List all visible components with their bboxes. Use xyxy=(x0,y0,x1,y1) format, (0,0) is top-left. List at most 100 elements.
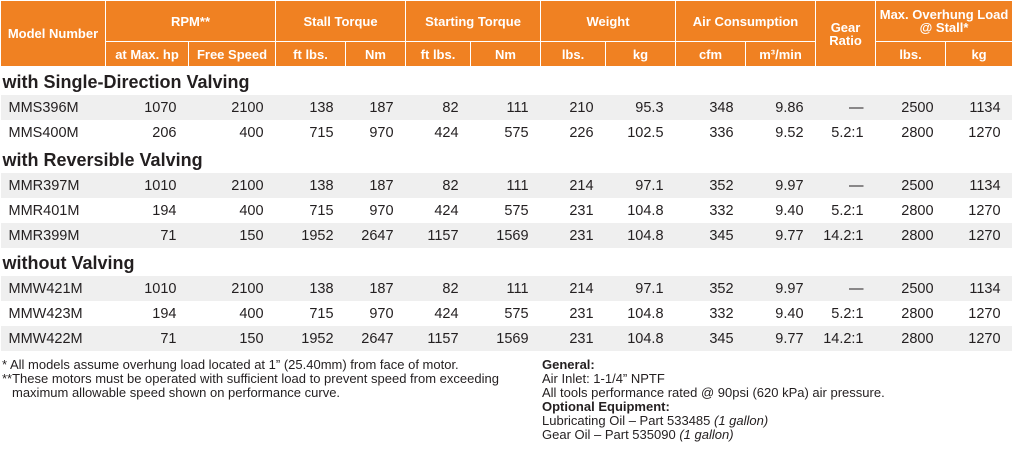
value-cell: 2800 xyxy=(901,124,934,141)
value-cell: 9.40 xyxy=(775,202,804,219)
column-header: Nm xyxy=(345,41,407,67)
value-cell: 2100 xyxy=(188,173,276,198)
model-cell: MMR401M xyxy=(8,202,80,219)
value-cell: 2100 xyxy=(188,276,276,301)
value-cell: 352 xyxy=(675,173,746,198)
note-heading: Optional Equipment: xyxy=(542,399,670,414)
section-title: with Reversible Valving xyxy=(2,149,203,170)
value-cell: 1157 xyxy=(405,223,471,248)
value-cell: 332 xyxy=(709,305,734,322)
column-group: Max. Overhung Load @ Stall* xyxy=(875,0,1012,42)
value-cell: 231 xyxy=(569,202,594,219)
note-heading: General: xyxy=(542,357,595,372)
model-cell: MMS400M xyxy=(8,124,79,141)
value-cell: 111 xyxy=(470,95,541,120)
value-cell: 715 xyxy=(309,124,334,141)
model-cell: MMS396M xyxy=(0,95,106,120)
value-cell: 150 xyxy=(188,326,276,351)
column-header: Nm xyxy=(470,41,542,67)
value-cell: 2800 xyxy=(875,326,946,351)
value-cell: 97.1 xyxy=(605,173,676,198)
footnote: **These motors must be operated with suf… xyxy=(2,371,499,400)
value-cell: 2500 xyxy=(875,95,946,120)
value-cell: 187 xyxy=(345,276,406,301)
general-notes: General: Air Inlet: 1-1/4” NPTF All tool… xyxy=(542,358,1012,442)
value-cell: 5.2:1 xyxy=(831,202,864,219)
value-cell: 9.86 xyxy=(745,95,816,120)
value-cell: 715 xyxy=(309,202,334,219)
column-header: lbs. xyxy=(540,41,607,67)
column-header: kg xyxy=(605,41,677,67)
value-cell: 5.2:1 xyxy=(831,305,864,322)
value-cell: 95.3 xyxy=(605,95,676,120)
value-cell: 970 xyxy=(369,305,394,322)
value-cell: 9.77 xyxy=(745,223,816,248)
value-cell: 82 xyxy=(405,95,471,120)
note-qty: (1 gallon) xyxy=(679,427,734,442)
value-cell: 71 xyxy=(105,223,189,248)
model-cell: MMW422M xyxy=(0,326,106,351)
value-cell: 9.40 xyxy=(775,305,804,322)
value-cell: 2800 xyxy=(901,202,934,219)
value-cell: 332 xyxy=(709,202,734,219)
column-group: Model Number xyxy=(0,0,106,67)
column-header: m³/min xyxy=(745,41,817,67)
value-cell: 104.8 xyxy=(627,305,664,322)
value-cell: 5.2:1 xyxy=(831,124,864,141)
column-group: Stall Torque xyxy=(275,0,407,42)
footnotes: * All models assume overhung load locate… xyxy=(2,358,527,400)
value-cell: 231 xyxy=(569,305,594,322)
value-cell: 104.8 xyxy=(605,223,676,248)
data-row: MMS396M 1070 2100 138 187 82 111 210 95.3 348 9.86… xyxy=(0,95,1012,120)
column-header: ft lbs. xyxy=(275,41,347,67)
value-cell: 82 xyxy=(405,173,471,198)
value-cell: 575 xyxy=(504,202,529,219)
value-cell: — xyxy=(815,173,876,198)
value-cell: 111 xyxy=(470,173,541,198)
value-cell: 424 xyxy=(434,202,459,219)
value-cell: 352 xyxy=(675,276,746,301)
footnote: * All models assume overhung load locate… xyxy=(2,357,459,372)
column-header: lbs. xyxy=(875,41,947,67)
value-cell: 336 xyxy=(709,124,734,141)
note: All tools performance rated @ 90psi (620… xyxy=(542,385,885,400)
value-cell: — xyxy=(815,95,876,120)
value-cell: 400 xyxy=(239,305,264,322)
column-group: Gear Ratio xyxy=(815,0,877,67)
header-row: Model Number RPM** Stall Torque Starting To… xyxy=(0,0,1012,67)
value-cell: 2100 xyxy=(188,95,276,120)
value-cell: 226 xyxy=(569,124,594,141)
value-cell: 82 xyxy=(405,276,471,301)
value-cell: 1010 xyxy=(105,276,189,301)
value-cell: 231 xyxy=(540,223,606,248)
value-cell: 138 xyxy=(275,276,346,301)
value-cell: 9.97 xyxy=(745,173,816,198)
value-cell: 2500 xyxy=(875,276,946,301)
value-cell: 2800 xyxy=(901,305,934,322)
section-title: without Valving xyxy=(2,252,135,273)
data-row: MMW423M 194 400 715 970 424 575 231 104.8 332 9.40… xyxy=(1,301,1012,326)
value-cell: 345 xyxy=(675,223,746,248)
data-row: MMR397M 1010 2100 138 187 82 111 214 97.1 352 9.97… xyxy=(0,173,1012,198)
value-cell: 206 xyxy=(152,124,177,141)
value-cell: 14.2:1 xyxy=(815,326,876,351)
value-cell: 214 xyxy=(540,173,606,198)
value-cell: 138 xyxy=(275,173,346,198)
value-cell: 970 xyxy=(369,124,394,141)
value-cell: 102.5 xyxy=(627,124,664,141)
value-cell: 2800 xyxy=(875,223,946,248)
value-cell: 214 xyxy=(540,276,606,301)
value-cell: 1010 xyxy=(105,173,189,198)
section-title: with Single-Direction Valving xyxy=(2,71,250,92)
value-cell: 1270 xyxy=(945,223,1012,248)
value-cell: 348 xyxy=(675,95,746,120)
data-row: MMR401M 194 400 715 970 424 575 231 104.8 332 9.40… xyxy=(1,198,1012,223)
column-group: RPM** xyxy=(104,0,277,42)
value-cell: 1270 xyxy=(968,124,1001,141)
value-cell: 1070 xyxy=(105,95,189,120)
value-cell: 2647 xyxy=(345,223,406,248)
column-header: ft lbs. xyxy=(405,41,472,67)
value-cell: 9.52 xyxy=(775,124,804,141)
value-cell: 1569 xyxy=(470,326,541,351)
value-cell: 1569 xyxy=(470,223,541,248)
